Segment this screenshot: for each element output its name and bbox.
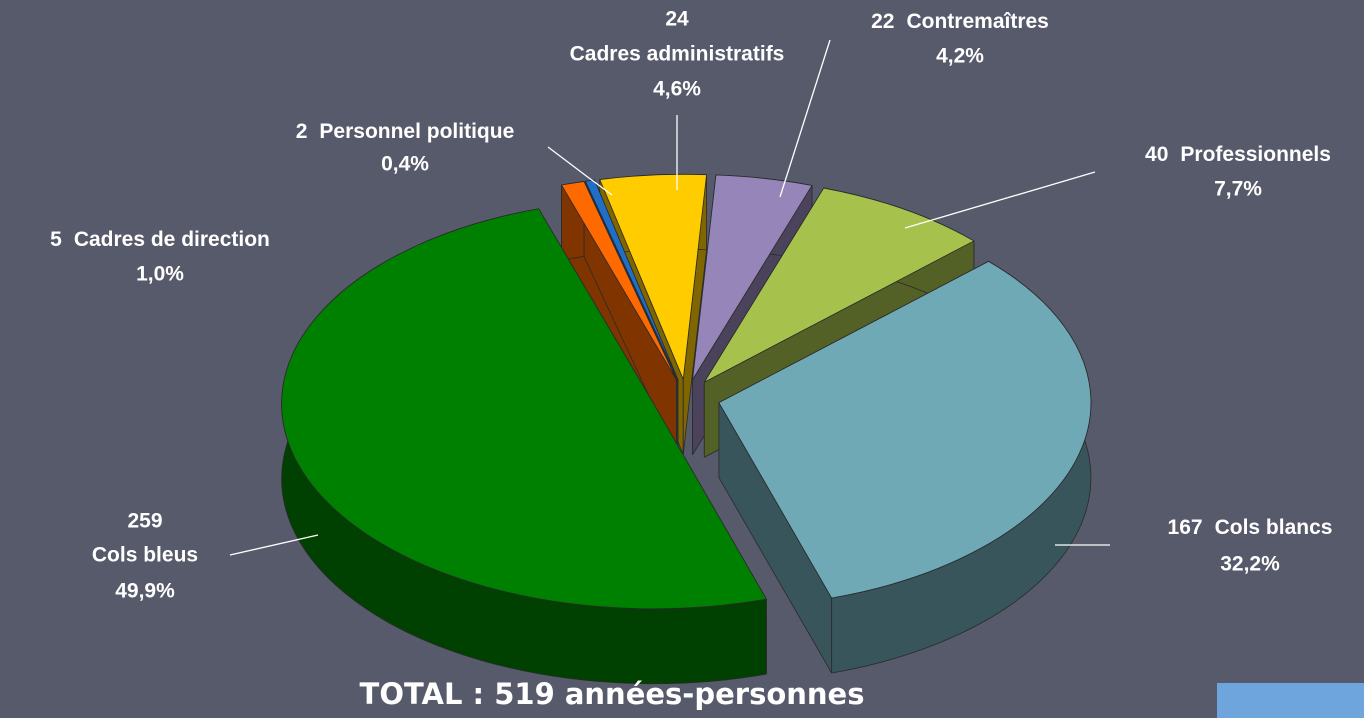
category-label: 22 Contremaîtres (871, 10, 1049, 33)
slices (281, 173, 1092, 685)
leader-line (904, 171, 1096, 229)
category-name: Personnel politique (319, 120, 514, 143)
slice (718, 260, 1092, 599)
leader-line (779, 39, 831, 198)
category-name: Contremaîtres (906, 10, 1048, 33)
count-label: 167 (1168, 516, 1203, 539)
category-label: 5 Cadres de direction (50, 228, 270, 251)
category-label: 167 Cols blancs (1168, 516, 1333, 539)
value-label: 49,9% (115, 580, 175, 603)
count-label: 40 (1145, 143, 1168, 166)
slice (692, 174, 813, 381)
labels: 5 Cadres de direction 1,0% 2 Personnel polit… (50, 8, 1332, 603)
slice (585, 179, 679, 381)
value-label: 7,7% (1214, 178, 1262, 201)
slice (599, 173, 707, 380)
category-label: 2 Personnel politique (296, 120, 515, 143)
category-label: Cols bleus (92, 544, 198, 567)
slice (703, 187, 975, 383)
category-label: 40 Professionnels (1145, 143, 1331, 166)
value-label: 0,4% (381, 153, 429, 176)
count-label: 22 (871, 10, 894, 33)
category-name: Professionnels (1180, 143, 1331, 166)
count-label: 5 (50, 228, 62, 251)
value-label: 4,6% (653, 78, 701, 101)
value-label: 1,0% (136, 263, 184, 286)
value-label: 4,2% (936, 45, 984, 68)
leader-line (547, 146, 613, 196)
category-label: Cadres administratifs (570, 43, 785, 66)
slice (281, 208, 767, 610)
chart-title: TOTAL : 519 années-personnes (360, 677, 865, 711)
corner-decoration (1217, 683, 1364, 718)
count-label: 24 (665, 8, 689, 31)
leader-line (229, 534, 319, 556)
value-label: 32,2% (1220, 553, 1280, 576)
category-name: Cadres de direction (74, 228, 270, 251)
count-label: 259 (127, 510, 162, 533)
category-name: Cols blancs (1215, 516, 1333, 539)
slice (561, 181, 677, 381)
count-label: 2 (296, 120, 308, 143)
